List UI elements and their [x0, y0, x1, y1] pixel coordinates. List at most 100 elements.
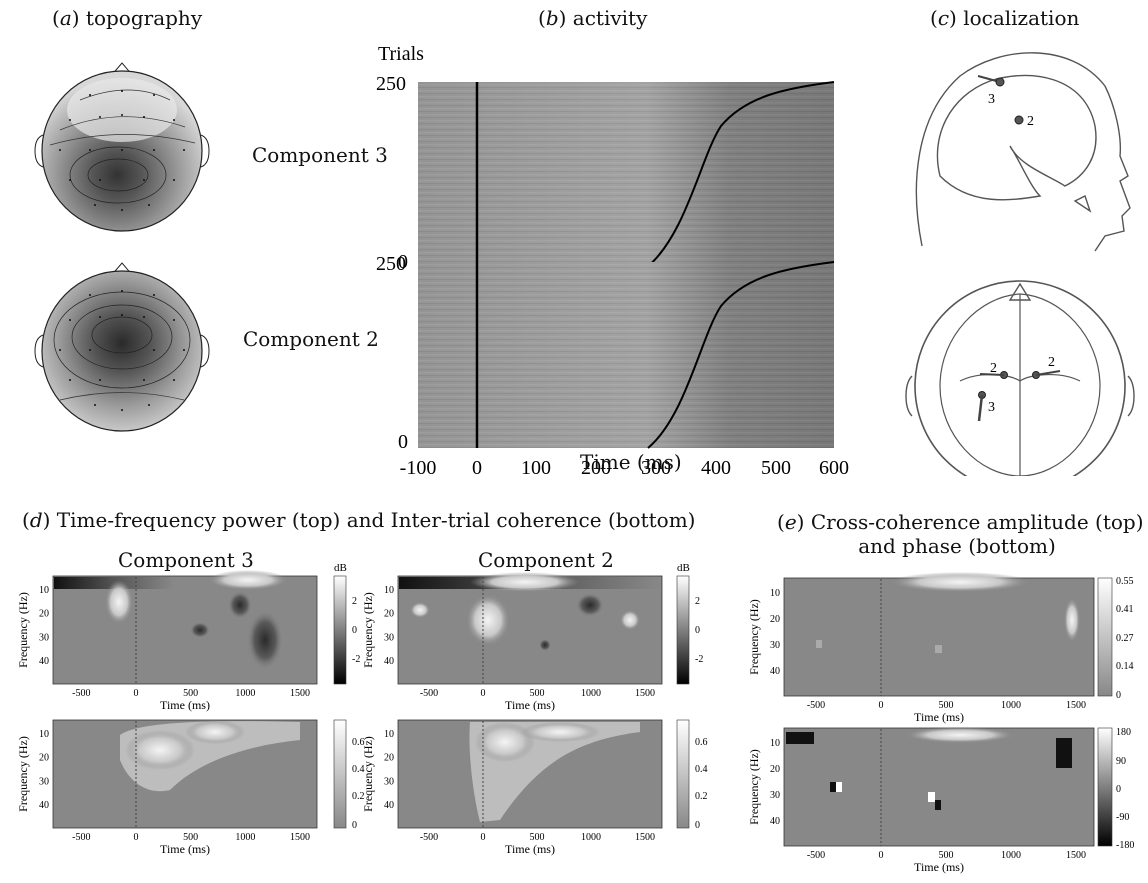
power-c3-freq-tick: 10 — [39, 585, 49, 596]
trials-label: Trials — [378, 43, 424, 65]
itc-c2-time-tick: 1500 — [635, 832, 655, 843]
ytick-0-top: 0 — [398, 251, 408, 273]
itc-c3-time-tick: 1000 — [235, 832, 255, 843]
svg-text:3: 3 — [988, 92, 995, 107]
cross-coherence-phase — [783, 727, 1095, 847]
panel-a-title: (a) topography — [52, 6, 203, 30]
svg-text:0: 0 — [695, 625, 700, 636]
svg-text:0: 0 — [1116, 784, 1121, 795]
power-c2-time-tick: 1500 — [635, 688, 655, 699]
phase-freq-tick: 30 — [770, 790, 780, 801]
phase-freq-tick: 10 — [770, 738, 780, 749]
svg-text:180: 180 — [1116, 727, 1131, 738]
phase-freq-tick: 20 — [770, 764, 780, 775]
svg-text:0.27: 0.27 — [1116, 633, 1134, 644]
panel-e-title: (e) Cross-coherence amplitude (top) and … — [777, 510, 1144, 558]
amp-xlabel: Time (ms) — [914, 710, 964, 724]
phase-time-tick: 1000 — [1001, 850, 1021, 861]
itc-c3-freq-tick: 30 — [39, 776, 49, 787]
svg-text:0: 0 — [1116, 690, 1121, 701]
svg-text:3: 3 — [988, 400, 995, 415]
power-component-2 — [397, 572, 663, 685]
itc-c3-time-tick: 1500 — [290, 832, 310, 843]
db-unit-1: dB — [334, 562, 347, 574]
axial-head — [905, 280, 1135, 476]
itc-c3-ylabel: Frequency (Hz) — [16, 736, 30, 812]
svg-text:200: 200 — [581, 457, 611, 476]
tf-component-3-title: Component 3 — [118, 548, 254, 572]
power-c3-time-tick: -500 — [72, 688, 90, 699]
component-3-label: Component 3 — [252, 143, 388, 167]
time-frequency-plots: dB 2 0 -2 dB 2 0 -2 0.6 0.4 0.2 0 — [16, 562, 1134, 874]
svg-text:100: 100 — [521, 457, 551, 476]
svg-text:2: 2 — [1027, 114, 1034, 129]
svg-text:400: 400 — [701, 457, 731, 476]
svg-text:0: 0 — [695, 820, 700, 831]
svg-text:0.2: 0.2 — [695, 791, 708, 802]
activity-x-ticks: -100 0 100 200 300 400 500 600 — [400, 457, 849, 476]
amp-freq-tick: 40 — [770, 666, 780, 677]
power-c3-time-tick: 500 — [183, 688, 198, 699]
itc-c3-xlabel: Time (ms) — [160, 842, 210, 856]
power-c3-freq-tick: 20 — [39, 609, 49, 620]
power-c3-ylabel: Frequency (Hz) — [16, 592, 30, 668]
svg-text:0: 0 — [352, 625, 357, 636]
itc-c3-time-tick: 500 — [183, 832, 198, 843]
tf-component-2-title: Component 2 — [478, 548, 614, 572]
itc-c2-xlabel: Time (ms) — [505, 842, 555, 856]
itc-c3-freq-tick: 20 — [39, 753, 49, 764]
phase-freq-tick: 40 — [770, 816, 780, 827]
svg-text:2: 2 — [1048, 355, 1055, 370]
itc-c2-time-tick: 0 — [481, 832, 486, 843]
svg-text:2: 2 — [990, 361, 997, 376]
ytick-0-bottom: 0 — [398, 431, 408, 453]
svg-text:-90: -90 — [1116, 812, 1129, 823]
power-c2-time-tick: 1000 — [581, 688, 601, 699]
itc-component-3 — [52, 719, 318, 829]
ytick-250-top: 250 — [376, 73, 406, 95]
itc-c3-freq-tick: 40 — [39, 800, 49, 811]
itc-c2-ylabel: Frequency (Hz) — [361, 736, 375, 812]
power-c3-freq-tick: 40 — [39, 656, 49, 667]
svg-text:-180: -180 — [1116, 840, 1134, 851]
svg-text:0.6: 0.6 — [695, 737, 708, 748]
db-unit-2: dB — [677, 562, 690, 574]
power-c3-time-tick: 0 — [134, 688, 139, 699]
amp-time-tick: 500 — [939, 700, 954, 711]
panel-d-title: (d) Time-frequency power (top) and Inter… — [22, 508, 696, 532]
svg-text:600: 600 — [819, 457, 849, 476]
ytick-250-bottom: 250 — [376, 253, 406, 275]
power-c3-time-tick: 1000 — [235, 688, 255, 699]
itc-c3-time-tick: 0 — [134, 832, 139, 843]
itc-c3-freq-tick: 10 — [39, 729, 49, 740]
itc-c2-freq-tick: 40 — [384, 800, 394, 811]
panel-c-title: (c) localization — [930, 6, 1080, 30]
amp-freq-tick: 10 — [770, 588, 780, 599]
itc-c3-time-tick: -500 — [72, 832, 90, 843]
topo-head-component-3 — [34, 62, 210, 232]
amp-time-tick: -500 — [807, 700, 825, 711]
power-c2-time-tick: 500 — [530, 688, 545, 699]
svg-text:300: 300 — [641, 457, 671, 476]
itc-c2-freq-tick: 20 — [384, 753, 394, 764]
amp-time-tick: 1500 — [1066, 700, 1086, 711]
phase-time-tick: 0 — [879, 850, 884, 861]
power-c3-xlabel: Time (ms) — [160, 698, 210, 712]
svg-text:2: 2 — [695, 596, 700, 607]
amp-freq-tick: 20 — [770, 614, 780, 625]
power-c2-time-tick: -500 — [420, 688, 438, 699]
itc-c2-freq-tick: 30 — [384, 776, 394, 787]
amp-freq-tick: 30 — [770, 640, 780, 651]
svg-text:0.55: 0.55 — [1116, 576, 1134, 587]
svg-text:0.4: 0.4 — [352, 764, 365, 775]
svg-text:90: 90 — [1116, 756, 1126, 767]
power-c2-ylabel: Frequency (Hz) — [361, 592, 375, 668]
svg-text:0.4: 0.4 — [695, 764, 708, 775]
cross-coherence-amplitude — [783, 572, 1095, 697]
itc-c2-time-tick: -500 — [420, 832, 438, 843]
svg-text:0.41: 0.41 — [1116, 604, 1134, 615]
itc-c2-time-tick: 1000 — [581, 832, 601, 843]
phase-time-tick: 500 — [939, 850, 954, 861]
amp-ylabel: Frequency (Hz) — [747, 599, 761, 675]
phase-time-tick: 1500 — [1066, 850, 1086, 861]
